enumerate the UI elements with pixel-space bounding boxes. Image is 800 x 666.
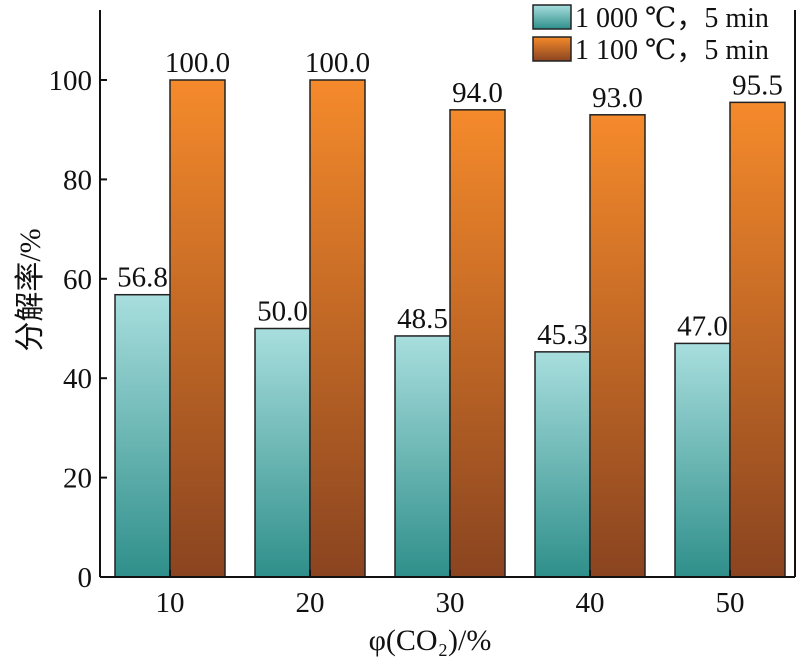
value-label-series1-20: 50.0 xyxy=(257,296,308,328)
y-axis-title: 分解率/% xyxy=(14,228,47,351)
x-tick-label-50: 50 xyxy=(716,587,745,619)
legend-label-series2: 1 100 ℃，5 min xyxy=(575,35,769,66)
x-ticks-group: 10 20 30 40 50 xyxy=(156,570,745,619)
x-tick-label-20: 20 xyxy=(296,587,325,619)
x-axis-title: φ(CO₂)/% xyxy=(369,624,492,657)
bar-series2-40 xyxy=(589,114,646,578)
value-label-series2-10: 100.0 xyxy=(165,47,230,79)
value-label-series1-10: 56.8 xyxy=(117,262,168,294)
value-label-series1-40: 45.3 xyxy=(537,319,588,351)
y-tick-label-20: 20 xyxy=(63,463,92,495)
bar-series2-10 xyxy=(169,79,226,578)
axes-group xyxy=(99,10,796,578)
value-label-series1-30: 48.5 xyxy=(397,303,448,335)
bar-series2-50 xyxy=(729,101,786,578)
legend-swatch-series1 xyxy=(532,4,572,30)
bar-series1-30 xyxy=(394,335,451,578)
y-tick-label-60: 60 xyxy=(63,264,92,296)
legend-label-series1: 1 000 ℃，5 min xyxy=(575,3,769,34)
bar-series1-20 xyxy=(254,327,311,578)
legend-swatch-series2 xyxy=(532,36,572,62)
y-tick-label-80: 80 xyxy=(63,164,92,196)
x-tick-label-40: 40 xyxy=(576,587,605,619)
bar-series1-10 xyxy=(114,293,171,578)
y-tick-label-40: 40 xyxy=(63,363,92,395)
bar-series1-50 xyxy=(674,342,731,578)
value-label-series2-20: 100.0 xyxy=(305,47,370,79)
y-ticks-group: 0 20 40 60 80 100 xyxy=(49,65,107,594)
bar-series2-30 xyxy=(449,109,506,578)
bars-group xyxy=(114,79,786,578)
value-label-series1-50: 47.0 xyxy=(677,310,728,342)
x-tick-label-30: 30 xyxy=(436,587,465,619)
y-tick-label-100: 100 xyxy=(49,65,93,97)
value-label-series2-40: 93.0 xyxy=(592,82,643,114)
value-label-series2-30: 94.0 xyxy=(452,77,503,109)
y-tick-label-0: 0 xyxy=(78,562,93,594)
value-labels-group: 56.8 100.0 50.0 100.0 48.5 94.0 45.3 93.0 47.0 95… xyxy=(117,47,783,351)
bar-series1-40 xyxy=(534,351,591,578)
bar-series2-20 xyxy=(309,79,366,578)
value-label-series2-50: 95.5 xyxy=(732,69,783,101)
x-tick-label-10: 10 xyxy=(156,587,185,619)
